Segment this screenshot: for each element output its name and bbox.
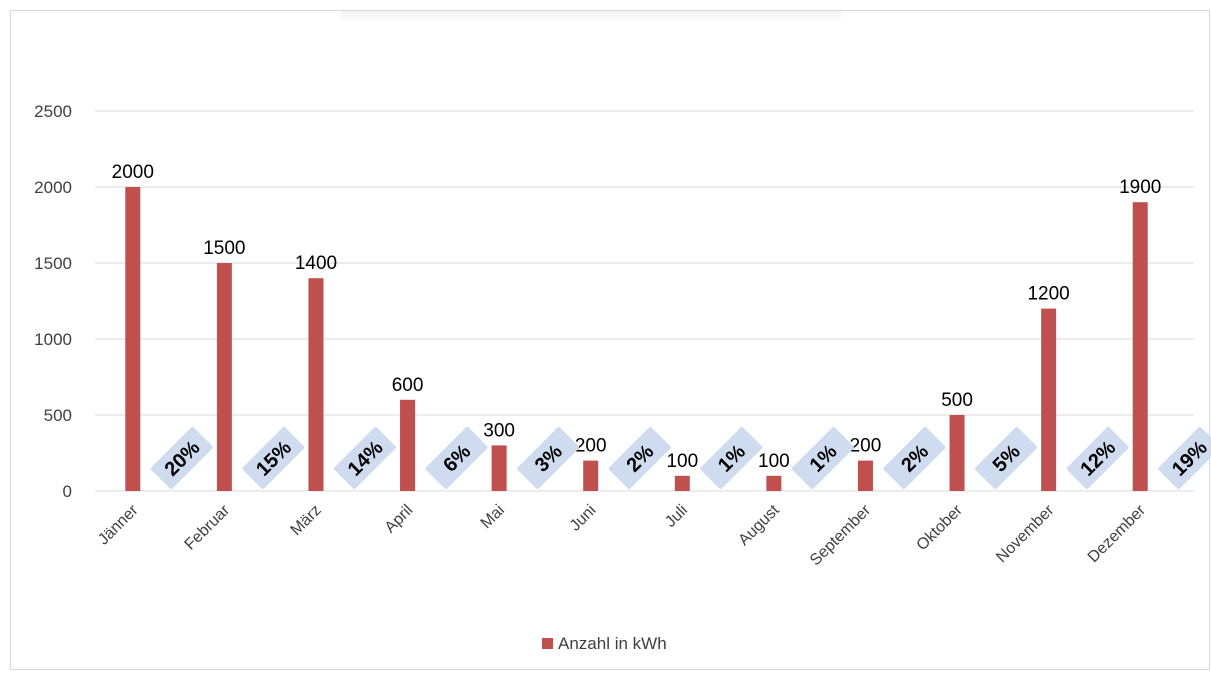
x-tick-label: Februar xyxy=(182,501,234,553)
percent-badge: 2% xyxy=(608,427,671,489)
x-tick-label: November xyxy=(993,501,1058,566)
y-axis-ticks: 0 500 1000 1500 2000 2500 xyxy=(34,102,72,501)
percent-badge-bg xyxy=(517,427,580,489)
data-label: 1900 xyxy=(1119,177,1161,198)
percent-badge-bg xyxy=(975,427,1038,489)
data-label: 1500 xyxy=(203,238,245,259)
percent-badge: 2% xyxy=(883,427,946,489)
bar xyxy=(1132,202,1148,491)
top-shade xyxy=(341,11,841,23)
percent-badge-bg xyxy=(700,427,763,489)
data-label: 600 xyxy=(392,375,424,396)
percent-badge-bg xyxy=(333,427,396,489)
legend-swatch xyxy=(542,638,553,649)
percent-badge: 12% xyxy=(1066,427,1129,489)
chart-frame: 0 500 1000 1500 2000 2500 2000 1500 1400 600 300 2… xyxy=(10,10,1211,670)
bar xyxy=(216,263,232,491)
percent-badge-bg xyxy=(608,427,671,489)
x-tick-label: Mai xyxy=(478,502,508,532)
y-tick-label: 500 xyxy=(44,406,72,425)
bar xyxy=(491,445,507,491)
grid-lines xyxy=(95,110,1194,492)
value-labels: 2000 1500 1400 600 300 200 100 100 200 500 1200 190… xyxy=(112,162,1162,472)
percent-badge-bg xyxy=(1066,427,1129,489)
data-label: 2000 xyxy=(112,162,154,183)
bar xyxy=(674,475,690,491)
bar xyxy=(400,399,416,491)
data-label: 100 xyxy=(666,451,698,472)
percent-badge-bg xyxy=(883,427,946,489)
data-label: 500 xyxy=(941,390,973,411)
percent-badge: 19% xyxy=(1158,427,1211,489)
data-label: 1200 xyxy=(1027,284,1069,305)
percent-badge: 15% xyxy=(242,427,305,489)
percent-badge: 20% xyxy=(150,427,213,489)
y-tick-label: 2500 xyxy=(34,102,72,121)
x-tick-label: Oktober xyxy=(914,501,967,554)
x-axis-labels: Jänner Februar März April Mai Juni Juli August S… xyxy=(95,501,1150,569)
percent-badge-bg xyxy=(425,427,488,489)
bar xyxy=(308,278,324,491)
x-tick-label: März xyxy=(288,502,325,539)
x-tick-label: August xyxy=(735,501,783,549)
legend: Anzahl in kWh xyxy=(542,634,667,653)
x-tick-label: September xyxy=(807,501,875,569)
percent-badge: 3% xyxy=(517,427,580,489)
bar xyxy=(857,460,873,491)
percent-badge-bg xyxy=(242,427,305,489)
percent-badge: 1% xyxy=(791,427,854,489)
y-tick-label: 1000 xyxy=(34,330,72,349)
percent-badge-bg xyxy=(791,427,854,489)
data-label: 200 xyxy=(850,436,882,457)
percent-badge-bg xyxy=(1158,427,1211,489)
x-tick-label: April xyxy=(382,502,417,537)
bar xyxy=(766,475,782,491)
legend-label: Anzahl in kWh xyxy=(558,634,667,653)
percent-badge: 14% xyxy=(333,427,396,489)
y-tick-label: 0 xyxy=(63,482,72,501)
bars xyxy=(125,187,1148,491)
bar xyxy=(949,415,965,491)
data-label: 200 xyxy=(575,436,607,457)
data-label: 300 xyxy=(483,420,515,441)
y-tick-label: 2000 xyxy=(34,178,72,197)
x-tick-label: Jänner xyxy=(95,501,142,548)
percent-badge: 1% xyxy=(700,427,763,489)
percent-badge: 6% xyxy=(425,427,488,489)
data-label: 1400 xyxy=(295,253,337,274)
x-tick-label: Juni xyxy=(567,502,600,535)
bar xyxy=(583,460,599,491)
x-tick-label: Juli xyxy=(662,502,691,531)
percent-badge: 5% xyxy=(975,427,1038,489)
bar xyxy=(125,187,141,491)
y-tick-label: 1500 xyxy=(34,254,72,273)
data-label: 100 xyxy=(758,451,790,472)
x-tick-label: Dezember xyxy=(1085,501,1150,566)
percent-badge-bg xyxy=(150,427,213,489)
bar xyxy=(1041,308,1057,491)
